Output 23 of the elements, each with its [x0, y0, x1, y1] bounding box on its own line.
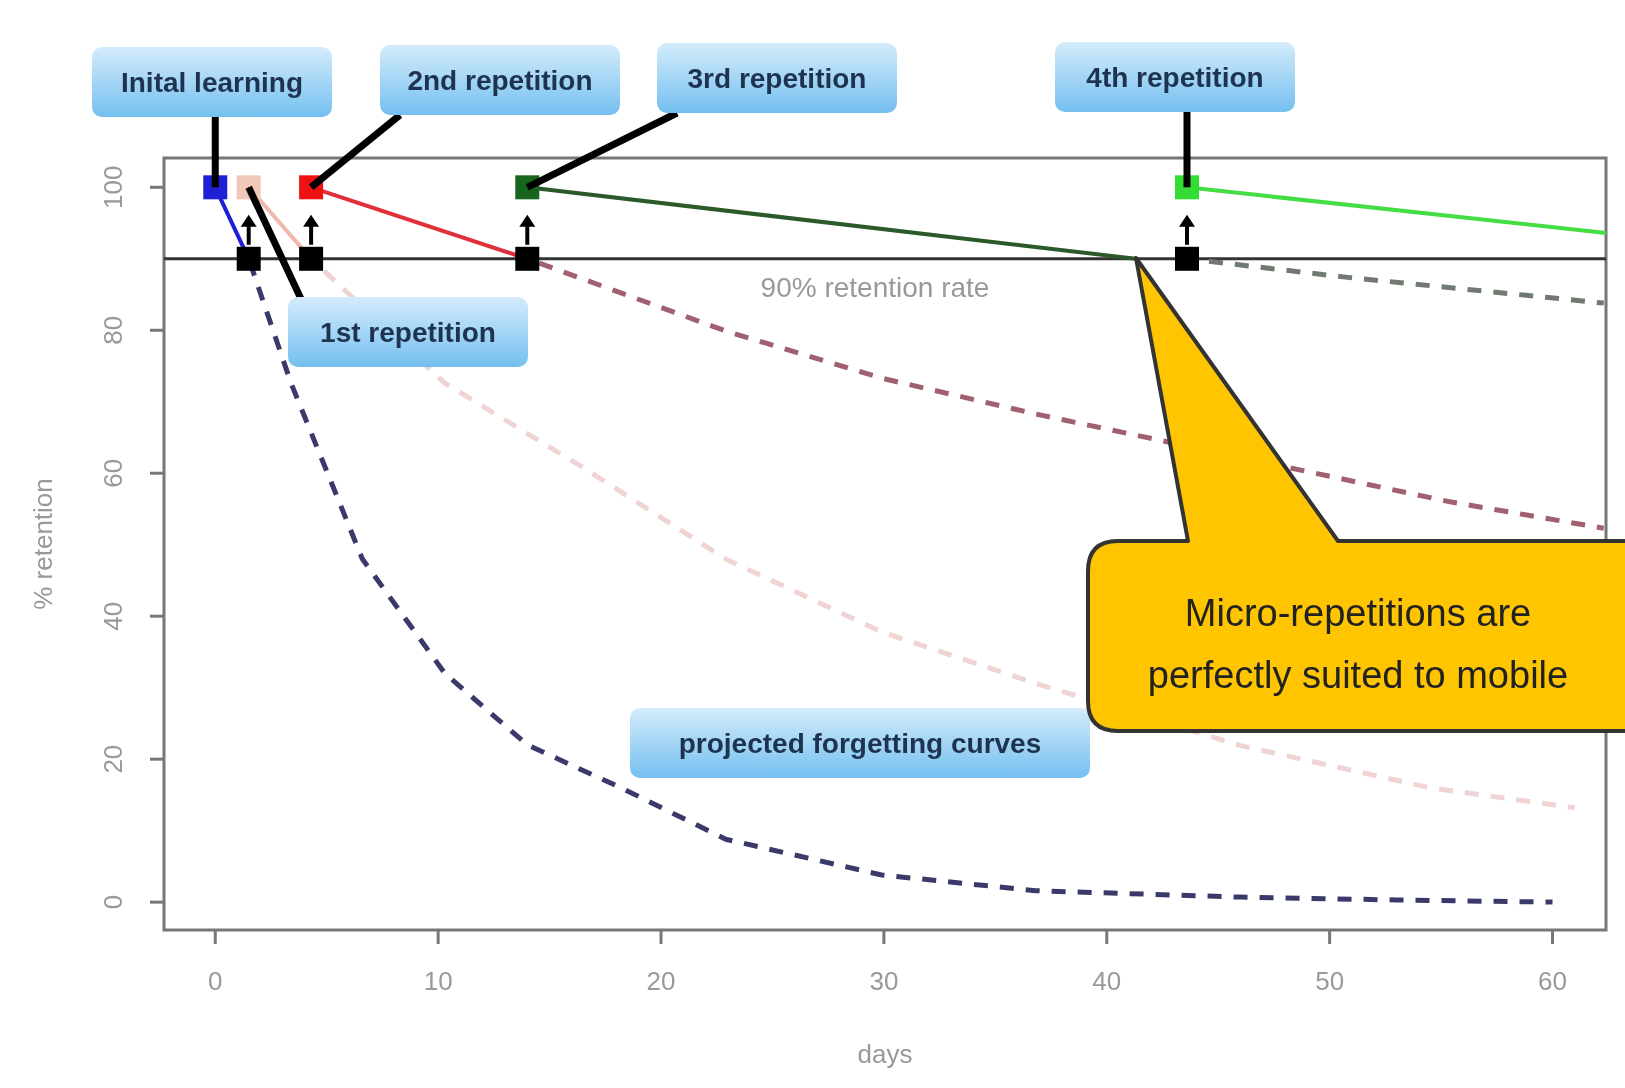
x-axis-title: days: [857, 1039, 913, 1069]
y-tick-label: 40: [98, 601, 128, 631]
annotation: Inital learning: [120, 67, 304, 98]
x-tick-label: 50: [1315, 966, 1345, 996]
x-tick-label: 20: [646, 966, 676, 996]
annotation: 1st repetition: [320, 317, 496, 348]
annotation: 4th repetition: [1086, 62, 1264, 93]
y-tick-label: 100: [98, 165, 128, 209]
annotation: 2nd repetition: [407, 65, 593, 96]
annotation: Micro-repetitions are perfectly suited to mobile: [1147, 592, 1569, 696]
y-tick-label: 80: [98, 315, 128, 345]
x-tick-label: 10: [423, 966, 453, 996]
ref-line-label: 90% retention rate: [760, 271, 990, 303]
y-axis-title: % retention: [28, 478, 58, 610]
x-tick-label: 60: [1538, 966, 1567, 996]
annotation: 3rd repetition: [687, 63, 867, 94]
x-tick-label: 40: [1092, 966, 1122, 996]
y-tick-label: 60: [98, 458, 128, 488]
y-tick-label: 0: [98, 894, 128, 910]
x-tick-label: 0: [208, 966, 223, 996]
y-tick-label: 20: [98, 744, 128, 774]
annotation: projected forgetting curves: [678, 728, 1042, 759]
x-tick-label: 30: [869, 966, 899, 996]
